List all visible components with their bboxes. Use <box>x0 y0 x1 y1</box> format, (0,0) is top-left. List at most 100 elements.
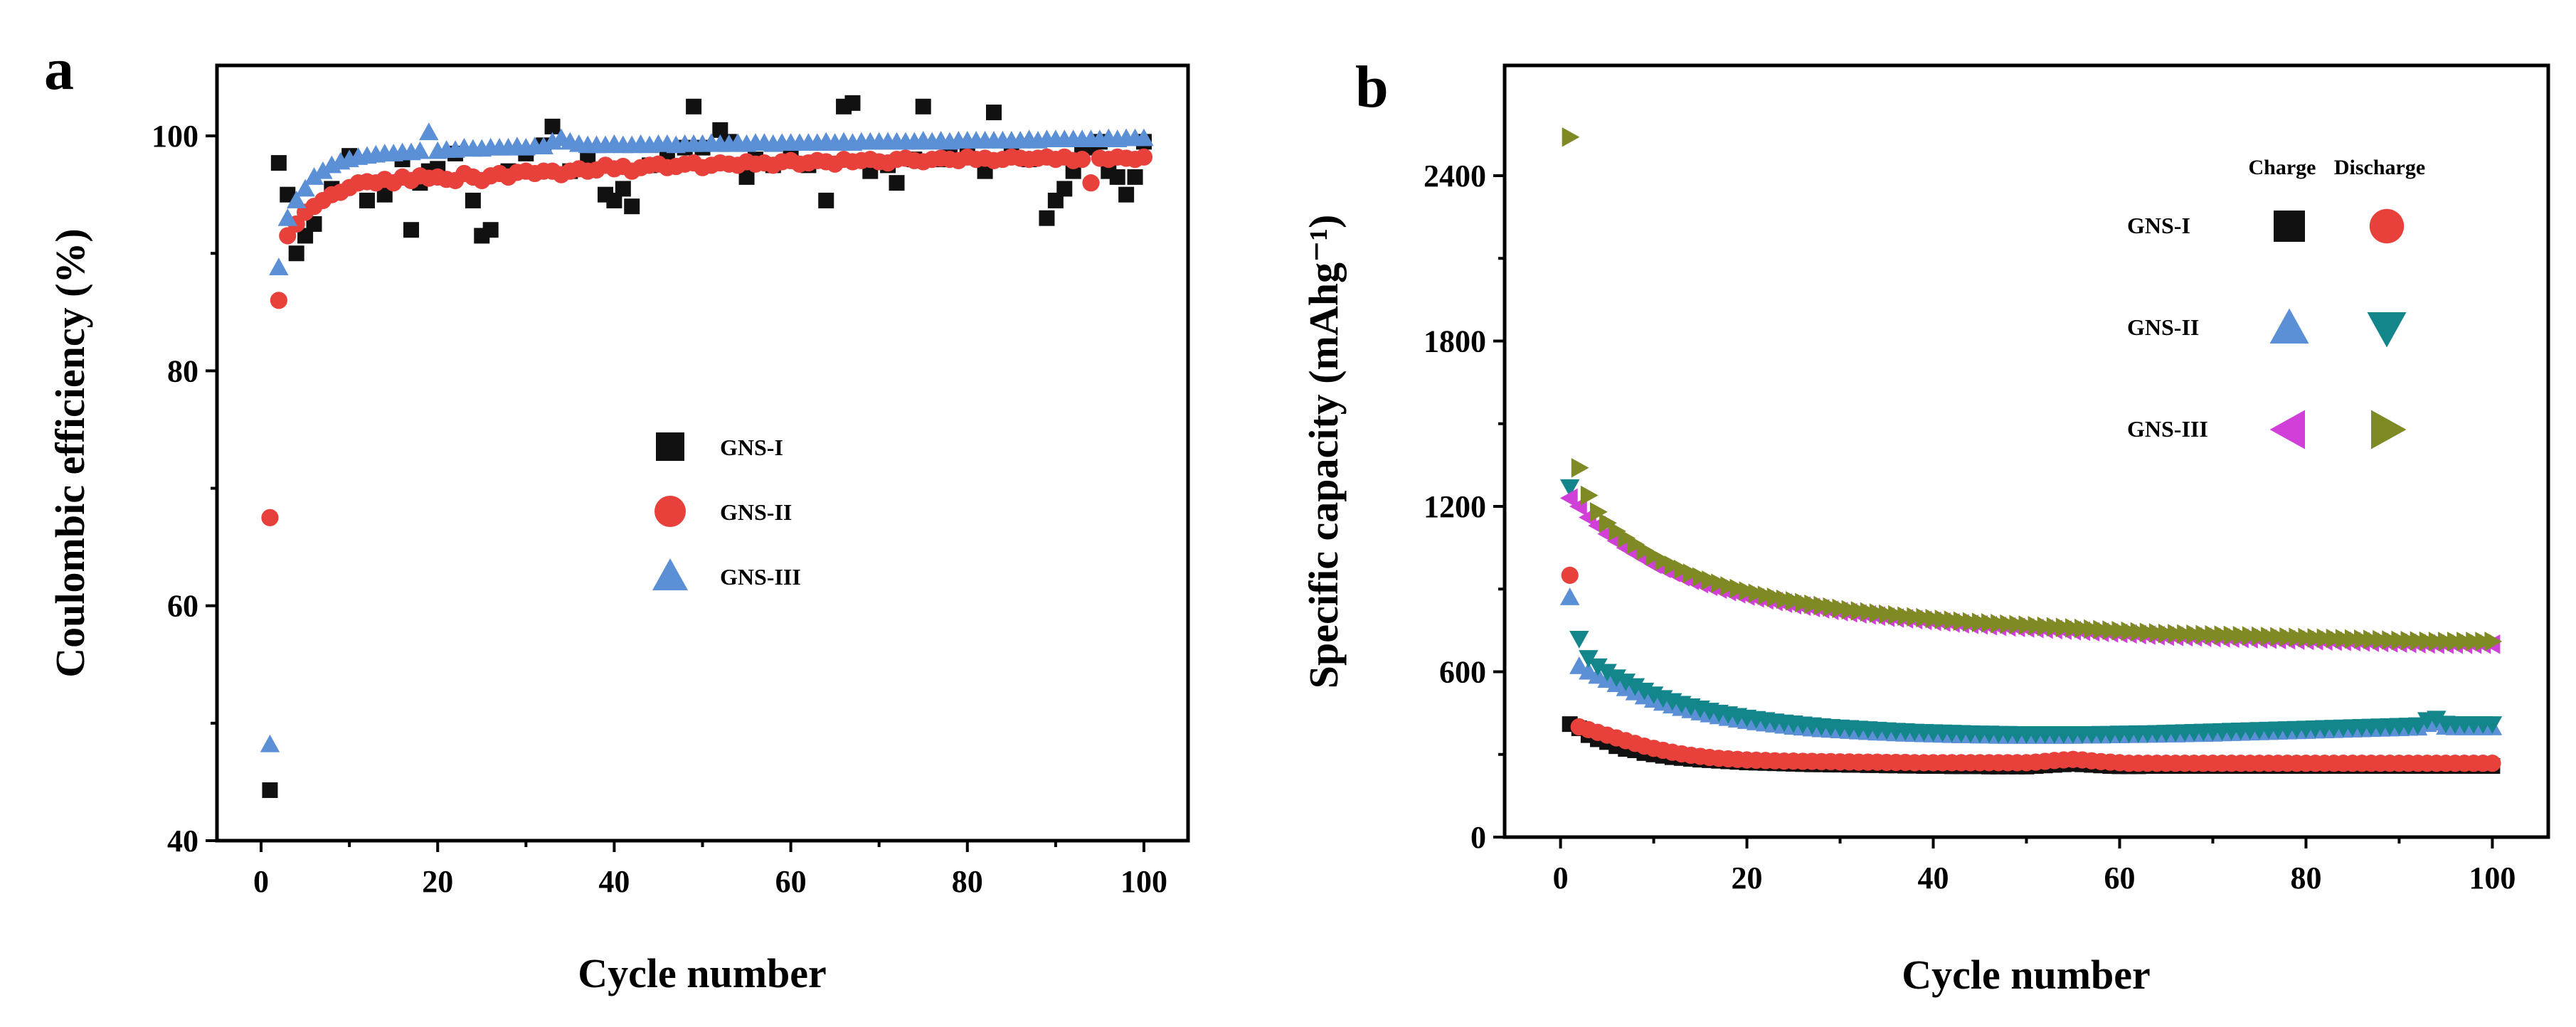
data-point <box>1720 576 1739 596</box>
data-point <box>2307 628 2326 648</box>
data-point <box>606 192 622 208</box>
data-point <box>1804 594 1822 614</box>
data-point <box>1625 678 1645 696</box>
data-point <box>1757 585 1776 605</box>
data-point <box>1562 127 1580 147</box>
data-point <box>2410 631 2428 651</box>
data-point <box>2428 632 2447 651</box>
y-tick-label: 2400 <box>1424 159 1486 193</box>
data-point <box>2270 627 2288 647</box>
data-point <box>288 245 304 262</box>
data-point <box>2028 616 2046 636</box>
legend-marker-discharge <box>2369 208 2405 244</box>
data-point <box>403 222 419 238</box>
legend-label: GNS-III <box>720 564 801 590</box>
x-tick-label: 100 <box>1120 864 1167 899</box>
legend-label: GNS-II <box>2127 314 2199 340</box>
data-point <box>1597 664 1617 682</box>
panel-a-y-axis-title: Coulombic efficiency (%) <box>47 228 93 677</box>
x-tick-label: 40 <box>1918 861 1949 895</box>
data-point <box>1944 610 1962 630</box>
data-point <box>286 191 307 208</box>
data-point <box>1729 578 1748 599</box>
data-point <box>2074 618 2092 639</box>
data-point <box>2289 627 2307 647</box>
data-point <box>2407 717 2428 735</box>
data-point <box>2093 619 2111 639</box>
data-point <box>1073 151 1091 169</box>
x-tick-label: 80 <box>952 864 983 899</box>
data-point <box>1608 521 1626 541</box>
data-point <box>2111 621 2130 641</box>
panel-b-y-axis-title: Specific capacity (mAhg⁻¹) <box>1300 215 1347 689</box>
data-point <box>1082 174 1100 192</box>
data-point <box>889 175 905 191</box>
panel-b-chart: b 0 20 40 60 80 100 0 600 1200 1800 2400 Cycle num… <box>1300 54 2550 998</box>
legend-label: GNS-I <box>720 435 783 460</box>
data-point <box>1673 559 1692 580</box>
x-tick-label: 40 <box>598 864 630 899</box>
data-point <box>1832 598 1850 619</box>
panel-a-ticks: 0 20 40 60 80 100 40 60 80 100 <box>152 119 1167 899</box>
data-point <box>2482 716 2503 734</box>
data-point <box>1888 605 1906 625</box>
data-point <box>2186 624 2205 644</box>
data-point <box>376 186 393 203</box>
data-point <box>1916 607 1934 628</box>
data-point <box>1127 169 1143 185</box>
data-point <box>306 215 322 232</box>
data-point <box>1739 581 1757 601</box>
data-point <box>1580 485 1599 506</box>
data-point <box>1569 656 1589 674</box>
data-point <box>2335 629 2353 649</box>
data-point <box>2363 629 2381 649</box>
panel-b-ticks: 0 20 40 60 80 100 0 600 1200 1800 2400 <box>1424 159 2516 895</box>
data-point <box>410 141 430 159</box>
data-point <box>1991 613 2008 634</box>
data-point <box>2195 624 2214 644</box>
data-point <box>1702 570 1719 590</box>
data-point <box>2084 619 2101 639</box>
x-tick-label: 0 <box>253 864 269 899</box>
legend-marker-charge <box>2274 211 2305 242</box>
data-point <box>2316 628 2335 648</box>
data-point <box>1047 192 1064 208</box>
data-point <box>2391 630 2410 651</box>
x-tick-label: 20 <box>1732 861 1763 895</box>
data-point <box>2447 632 2465 651</box>
data-point <box>2427 711 2447 729</box>
panel-a-legend: GNS-I GNS-II GNS-III <box>652 432 801 590</box>
data-point <box>1664 555 1682 575</box>
data-point <box>2009 614 2028 634</box>
data-point <box>1056 181 1073 197</box>
panel-b-legend: Charge Discharge GNS-I GNS-II GNS-III <box>2127 156 2425 449</box>
data-point <box>2223 625 2242 646</box>
data-point <box>1934 610 1953 629</box>
data-point <box>1813 595 1832 616</box>
data-point <box>2130 622 2148 642</box>
data-point <box>1879 604 1897 624</box>
data-point <box>2158 623 2176 644</box>
data-point <box>1860 602 1878 622</box>
legend-marker <box>656 432 684 461</box>
data-point <box>359 192 375 208</box>
data-point <box>1569 631 1589 649</box>
data-point <box>2018 615 2037 635</box>
data-point <box>2046 617 2064 637</box>
data-point <box>1655 550 1673 571</box>
legend-label: GNS-II <box>720 499 792 525</box>
data-point <box>986 105 1002 121</box>
data-point <box>1972 612 1990 632</box>
panel-a-letter: a <box>44 36 74 102</box>
data-point <box>2475 632 2493 651</box>
data-point <box>260 734 280 752</box>
data-point <box>2037 616 2055 637</box>
data-point <box>2000 614 2018 634</box>
data-point <box>1561 566 1579 584</box>
data-point <box>1850 601 1869 621</box>
data-point <box>1109 169 1125 185</box>
data-point <box>2121 621 2139 642</box>
panel-a-chart: a 0 20 40 60 80 100 40 60 80 100 Cycle number Cou… <box>44 36 1190 996</box>
data-point <box>2205 624 2223 645</box>
data-point <box>2400 630 2419 651</box>
